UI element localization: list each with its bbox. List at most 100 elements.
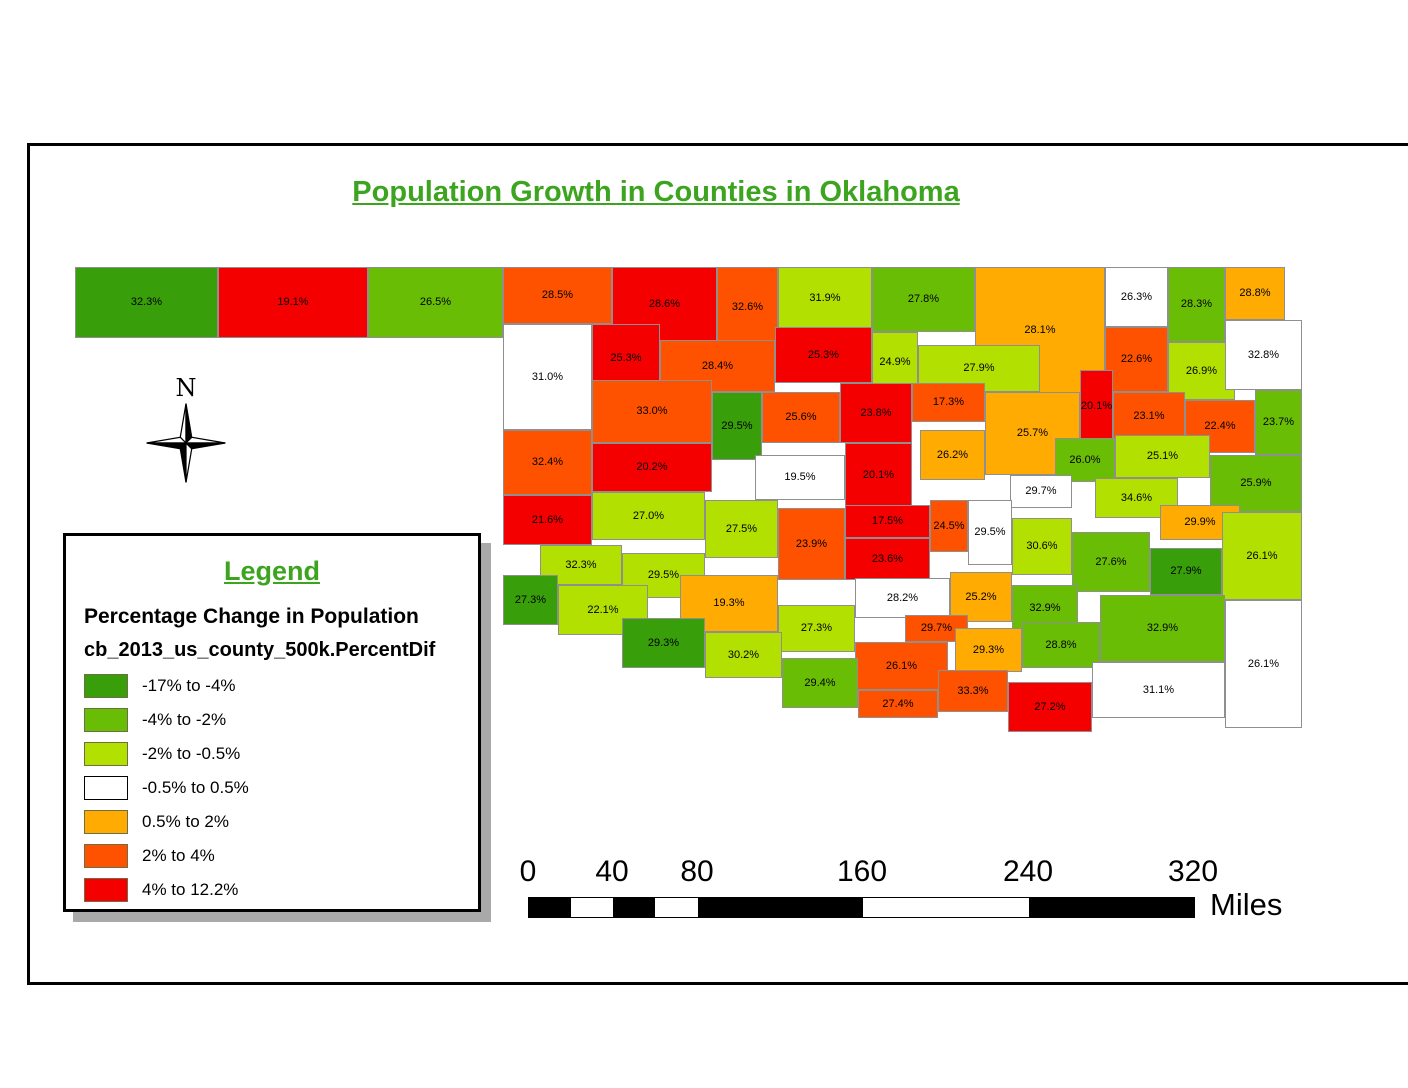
county-value-label: 25.1% xyxy=(1146,450,1179,462)
legend-class-row: 2% to 4% xyxy=(84,844,460,868)
county-region: 28.8% xyxy=(1022,622,1100,668)
county-region: 17.5% xyxy=(845,505,930,538)
county-value-label: 28.5% xyxy=(541,289,574,301)
legend-layer-heading: Percentage Change in Population xyxy=(84,605,419,628)
page-title: Population Growth in Counties in Oklahom… xyxy=(352,176,960,208)
scale-bar-segment xyxy=(1029,898,1194,917)
county-value-label: 17.3% xyxy=(932,396,965,408)
county-value-label: 19.5% xyxy=(784,471,816,483)
county-value-label: 25.7% xyxy=(1016,427,1049,439)
county-region: 30.2% xyxy=(705,632,782,678)
county-region: 23.1% xyxy=(1113,392,1185,440)
county-value-label: 27.6% xyxy=(1095,555,1127,568)
map-frame-border xyxy=(27,143,1408,985)
county-value-label: 25.9% xyxy=(1240,477,1272,489)
county-region: 19.5% xyxy=(755,455,845,500)
county-value-label: 27.3% xyxy=(514,593,547,606)
county-region: 27.2% xyxy=(1008,682,1092,732)
north-arrow: N xyxy=(143,374,229,484)
county-region: 20.2% xyxy=(592,443,712,492)
county-region: 25.7% xyxy=(985,392,1080,475)
county-value-label: 27.0% xyxy=(632,509,665,522)
legend-class-row: -4% to -2% xyxy=(84,708,460,732)
county-value-label: 27.5% xyxy=(725,522,758,535)
legend-class-row: -2% to -0.5% xyxy=(84,742,460,766)
legend-swatch xyxy=(84,674,128,698)
county-value-label: 26.9% xyxy=(1185,364,1218,377)
scale-tick-label: 40 xyxy=(595,855,629,888)
county-region: 28.3% xyxy=(1168,267,1225,342)
county-region: 20.1% xyxy=(1080,370,1113,443)
county-region: 25.1% xyxy=(1115,435,1210,478)
legend-class-row: -0.5% to 0.5% xyxy=(84,776,460,800)
legend-class-label: 2% to 4% xyxy=(142,846,215,865)
county-region: 23.8% xyxy=(840,383,912,443)
county-value-label: 26.3% xyxy=(1120,290,1153,303)
county-region: 25.9% xyxy=(1210,455,1302,512)
county-value-label: 27.8% xyxy=(907,293,940,305)
county-value-label: 28.8% xyxy=(1239,287,1271,299)
county-region: 29.3% xyxy=(622,618,705,668)
county-region: 28.5% xyxy=(503,267,612,324)
legend-swatch xyxy=(84,878,128,902)
legend-swatch xyxy=(84,844,128,868)
county-region: 23.7% xyxy=(1255,390,1302,455)
county-value-label: 32.3% xyxy=(130,296,163,308)
county-region: 29.7% xyxy=(1010,475,1072,508)
county-value-label: 29.5% xyxy=(721,419,753,432)
county-value-label: 22.1% xyxy=(587,603,619,616)
county-value-label: 23.1% xyxy=(1133,409,1165,422)
county-value-label: 27.3% xyxy=(800,622,833,634)
legend-class-label: -2% to -0.5% xyxy=(142,744,241,763)
county-value-label: 25.6% xyxy=(785,411,817,423)
county-value-label: 21.6% xyxy=(531,513,564,526)
scale-tick-label: 240 xyxy=(1002,855,1054,888)
county-value-label: 27.9% xyxy=(1170,565,1202,577)
county-value-label: 27.4% xyxy=(882,697,914,710)
scale-tick-label: 80 xyxy=(680,855,714,888)
county-value-label: 34.6% xyxy=(1120,491,1153,504)
legend-class-row: 0.5% to 2% xyxy=(84,810,460,834)
county-region: 32.6% xyxy=(717,267,778,347)
county-region: 25.2% xyxy=(950,572,1012,622)
county-value-label: 31.0% xyxy=(531,370,564,383)
county-value-label: 29.5% xyxy=(974,526,1006,538)
county-value-label: 28.1% xyxy=(1024,324,1056,336)
county-value-label: 23.7% xyxy=(1262,416,1295,428)
county-region: 24.9% xyxy=(872,332,918,392)
county-value-label: 22.4% xyxy=(1204,420,1236,432)
county-value-label: 26.1% xyxy=(1246,549,1278,562)
county-region: 27.4% xyxy=(858,690,938,718)
compass-star-icon xyxy=(146,403,226,483)
county-region: 27.9% xyxy=(1150,548,1222,595)
county-region: 29.4% xyxy=(782,658,858,708)
county-value-label: 29.5% xyxy=(647,569,680,581)
legend-class-list: -17% to -4% -4% to -2% -2% to -0.5% -0.5% t… xyxy=(84,674,460,902)
county-value-label: 19.3% xyxy=(713,597,745,609)
scale-tick-label: 0 xyxy=(519,855,537,888)
county-region: 27.5% xyxy=(705,500,778,558)
county-value-label: 29.3% xyxy=(647,636,680,649)
county-region: 26.5% xyxy=(368,267,503,338)
county-region: 32.8% xyxy=(1225,320,1302,390)
county-value-label: 26.1% xyxy=(1247,657,1280,670)
legend-class-label: 0.5% to 2% xyxy=(142,812,229,831)
legend-swatch xyxy=(84,776,128,800)
county-value-label: 32.3% xyxy=(565,558,597,571)
scale-bar-segment xyxy=(698,898,863,917)
legend-field-name: cb_2013_us_county_500k.PercentDif xyxy=(84,639,436,661)
county-region: 32.9% xyxy=(1100,595,1225,662)
county-region: 26.1% xyxy=(1222,512,1302,600)
county-value-label: 29.7% xyxy=(1025,485,1057,497)
scale-tick-label: 160 xyxy=(836,855,888,888)
county-region: 26.1% xyxy=(1225,600,1302,728)
scale-bar-track xyxy=(528,897,1195,918)
county-region: 27.3% xyxy=(778,605,855,652)
county-region: 17.3% xyxy=(912,383,985,422)
legend-swatch xyxy=(84,742,128,766)
legend-class-label: -4% to -2% xyxy=(142,710,227,729)
map-canvas: 32.3% 19.1% 26.5% 28.5% 28.6% 32.6% 31.9% 27.8%… xyxy=(75,265,1310,770)
county-value-label: 28.6% xyxy=(648,298,681,310)
county-region: 26.9% xyxy=(1168,342,1235,400)
county-value-label: 28.4% xyxy=(701,359,734,372)
